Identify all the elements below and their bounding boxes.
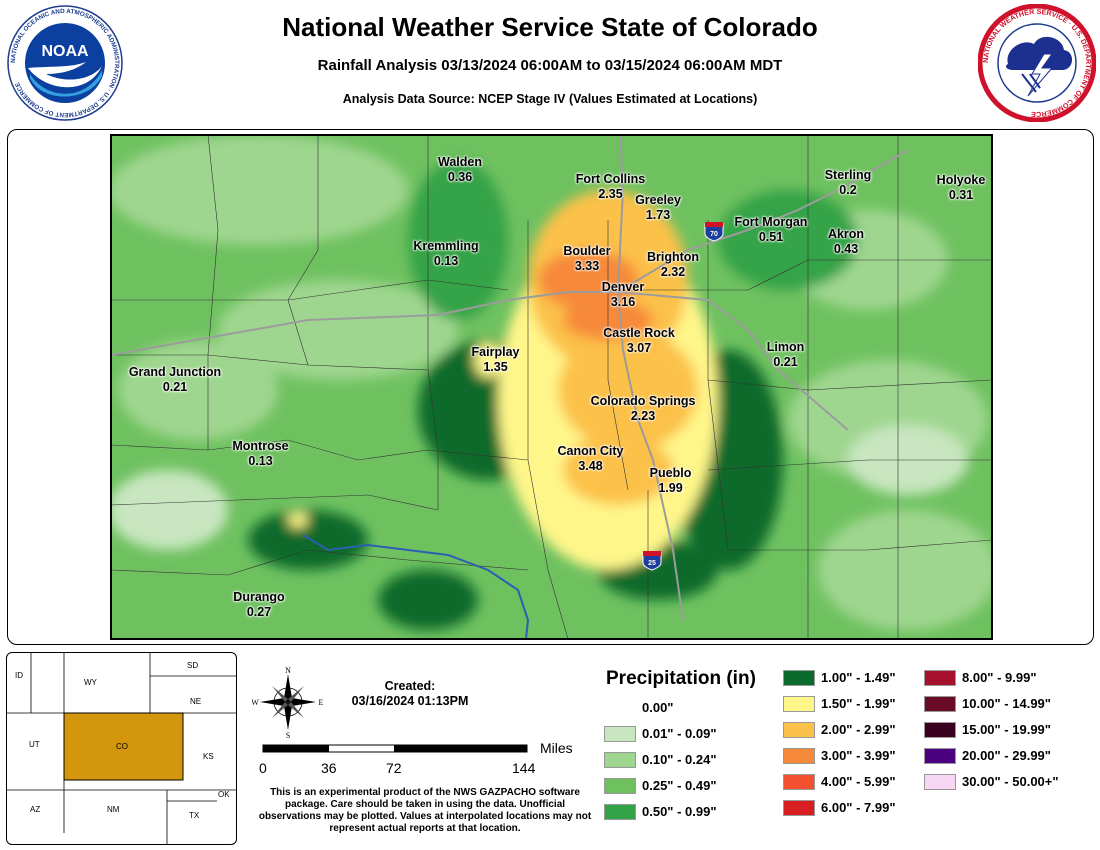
created-date: 03/16/2024 01:13PM — [351, 694, 469, 708]
county-lines — [111, 135, 992, 639]
legend-swatch — [783, 800, 815, 816]
city-label-pueblo: Pueblo 1.99 — [649, 466, 692, 495]
legend-swatch — [924, 696, 956, 712]
svg-text:N: N — [285, 666, 291, 675]
legend-label: 2.00" - 2.99" — [821, 722, 896, 737]
svg-text:E: E — [319, 698, 324, 707]
inset-state-boundaries — [7, 653, 236, 844]
legend-label: 10.00" - 14.99" — [962, 696, 1051, 711]
scale-tick-144: 144 — [512, 760, 536, 776]
legend-swatch — [924, 670, 956, 686]
river — [302, 534, 530, 640]
city-label-grand-junction: Grand Junction 0.21 — [128, 365, 222, 394]
legend-swatch — [783, 696, 815, 712]
city-label-akron: Akron 0.43 — [827, 227, 865, 256]
inset-label-ne: NE — [190, 697, 202, 706]
city-label-brighton: Brighton 2.32 — [646, 250, 700, 279]
state-outline — [110, 134, 993, 640]
city-label-greeley: Greeley 1.73 — [635, 193, 681, 222]
legend-label: 1.00" - 1.49" — [821, 670, 896, 685]
city-label-canon-city: Canon City 3.48 — [557, 444, 624, 473]
legend-label: 0.00" — [642, 700, 674, 715]
legend-swatch — [783, 748, 815, 764]
noaa-logo-text: NOAA — [41, 43, 89, 60]
disclaimer-text: This is an experimental product of the N… — [258, 787, 592, 834]
svg-text:S: S — [286, 731, 290, 738]
city-label-fairplay: Fairplay 1.35 — [471, 345, 520, 374]
rainfall-map: 70 25 — [110, 134, 993, 640]
legend-swatch — [924, 774, 956, 790]
city-label-montrose: Montrose 0.13 — [232, 439, 289, 468]
legend-label: 3.00" - 3.99" — [821, 748, 896, 763]
legend-label: 0.01" - 0.09" — [642, 726, 717, 741]
locator-inset-map: ID WY SD NE UT CO KS AZ NM OK TX — [6, 652, 237, 845]
scale-tick-72: 72 — [386, 760, 402, 776]
legend-swatch — [924, 748, 956, 764]
city-label-durango: Durango 0.27 — [233, 590, 285, 619]
inset-label-sd: SD — [187, 661, 199, 670]
map-title: National Weather Service State of Colora… — [282, 12, 818, 42]
legend-label: 0.50" - 0.99" — [642, 804, 717, 819]
inset-label-nm: NM — [107, 805, 120, 814]
legend-title: Precipitation (in) — [606, 668, 756, 689]
compass-rose-icon: N S W E — [252, 666, 324, 738]
legend-label: 1.50" - 1.99" — [821, 696, 896, 711]
scale-bar — [262, 744, 528, 753]
legend-swatch — [604, 778, 636, 794]
city-label-limon: Limon 0.21 — [766, 340, 805, 369]
inset-label-tx: TX — [189, 811, 200, 820]
legend-label: 20.00" - 29.99" — [962, 748, 1051, 763]
i70-shield-icon: 70 — [704, 222, 724, 242]
inset-label-ok: OK — [218, 790, 230, 799]
legend-label: 0.25" - 0.49" — [642, 778, 717, 793]
city-label-fort-morgan: Fort Morgan 0.51 — [734, 215, 808, 244]
legend-swatch — [783, 722, 815, 738]
legend-label: 30.00" - 50.00+" — [962, 774, 1059, 789]
legend-swatch — [924, 722, 956, 738]
scale-tick-36: 36 — [321, 760, 337, 776]
city-label-sterling: Sterling 0.2 — [824, 168, 872, 197]
city-label-castle-rock: Castle Rock 3.07 — [603, 326, 675, 355]
legend-swatch — [604, 752, 636, 768]
legend-label: 0.10" - 0.24" — [642, 752, 717, 767]
data-source-text: Analysis Data Source: NCEP Stage IV (Val… — [342, 92, 758, 106]
scale-tick-0: 0 — [259, 760, 267, 776]
legend-swatch — [783, 774, 815, 790]
scale-unit: Miles — [540, 740, 573, 756]
map-subtitle: Rainfall Analysis 03/13/2024 06:00AM to … — [317, 57, 783, 74]
created-label: Created: — [384, 679, 436, 693]
legend-swatch — [604, 726, 636, 742]
i25-label: 25 — [648, 560, 656, 567]
inset-label-az: AZ — [30, 805, 41, 814]
i25-shield-icon: 25 — [642, 551, 662, 571]
city-label-boulder: Boulder 3.33 — [563, 244, 611, 273]
precip-shading — [111, 135, 992, 639]
inset-label-co: CO — [116, 742, 128, 751]
legend-label: 15.00" - 19.99" — [962, 722, 1051, 737]
legend-swatch — [604, 804, 636, 820]
city-label-walden: Walden 0.36 — [438, 155, 482, 184]
legend-label: 8.00" - 9.99" — [962, 670, 1037, 685]
legend-label: 6.00" - 7.99" — [821, 800, 896, 815]
inset-label-wy: WY — [84, 678, 97, 687]
legend-swatch — [783, 670, 815, 686]
inset-label-ks: KS — [203, 752, 214, 761]
nws-logo: NATIONAL WEATHER SERVICE · U.S. DEPARTME… — [978, 4, 1096, 122]
city-label-holyoke: Holyoke 0.31 — [936, 173, 986, 202]
city-label-denver: Denver 3.16 — [601, 280, 645, 309]
city-label-fort-collins: Fort Collins 2.35 — [575, 172, 646, 201]
city-label-kremmling: Kremmling 0.13 — [413, 239, 479, 268]
legend-swatch — [604, 700, 634, 714]
legend-label: 4.00" - 5.99" — [821, 774, 896, 789]
highways — [110, 134, 909, 621]
created-stamp: Created: 03/16/2024 01:13PM — [330, 679, 490, 709]
noaa-logo: NATIONAL OCEANIC AND ATMOSPHERIC ADMINIS… — [7, 5, 123, 121]
i70-label: 70 — [710, 231, 718, 238]
city-label-colorado-springs: Colorado Springs 2.23 — [590, 394, 696, 423]
map-panel: 70 25 Walden 0.36 Fort Collins 2.35 Greele… — [7, 129, 1094, 645]
inset-label-id: ID — [15, 671, 23, 680]
svg-text:W: W — [252, 698, 259, 707]
inset-label-ut: UT — [29, 740, 40, 749]
